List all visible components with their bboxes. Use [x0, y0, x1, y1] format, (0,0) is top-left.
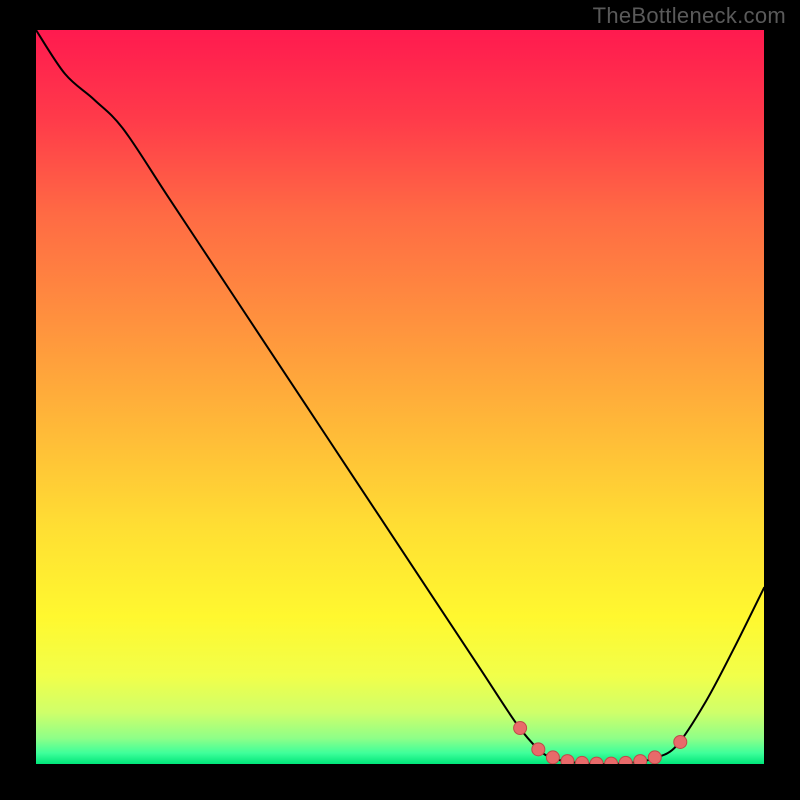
chart-background	[36, 30, 764, 764]
chart-svg	[36, 30, 764, 764]
chart-plot-area	[36, 30, 764, 764]
curve-marker	[648, 751, 661, 764]
curve-marker	[634, 755, 647, 764]
curve-marker	[514, 722, 527, 735]
curve-marker	[674, 735, 687, 748]
curve-marker	[546, 751, 559, 764]
curve-marker	[532, 743, 545, 756]
curve-marker	[561, 755, 574, 764]
watermark-text: TheBottleneck.com	[593, 3, 786, 29]
